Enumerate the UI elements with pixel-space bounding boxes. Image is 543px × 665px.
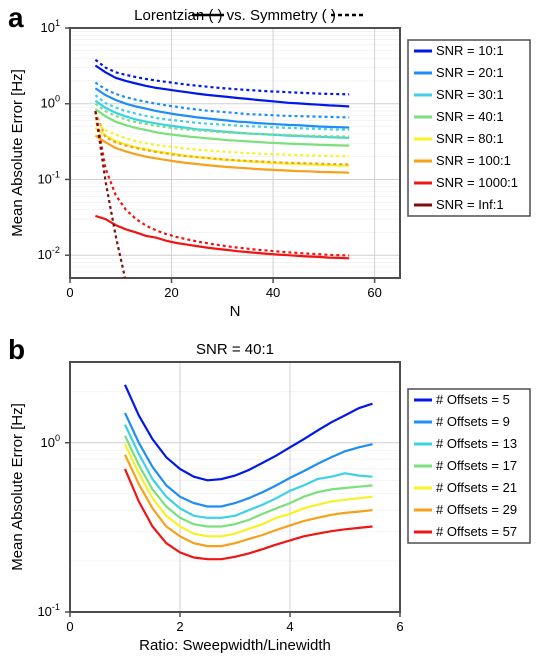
svg-text:10-1: 10-1 [37, 602, 60, 619]
svg-text:40: 40 [266, 285, 280, 300]
chart-a: 0 20 40 60 10-2 10-1 100 101 Lorentzian ( ) vs. … [0, 0, 543, 330]
svg-text:SNR = 1000:1: SNR = 1000:1 [436, 175, 518, 190]
svg-text:4: 4 [286, 619, 293, 634]
svg-text:Ratio: Sweepwidth/Linewidth: Ratio: Sweepwidth/Linewidth [139, 637, 331, 654]
svg-text:10-2: 10-2 [37, 245, 60, 262]
svg-text:0: 0 [66, 619, 73, 634]
svg-text:# Offsets = 13: # Offsets = 13 [436, 436, 517, 451]
svg-text:Mean Absolute Error [Hz]: Mean Absolute Error [Hz] [9, 403, 26, 571]
svg-text:100: 100 [40, 94, 60, 111]
svg-text:N: N [230, 303, 241, 320]
svg-text:SNR = 80:1: SNR = 80:1 [436, 131, 504, 146]
svg-text:# Offsets = 57: # Offsets = 57 [436, 524, 517, 539]
chart-b: 0 2 4 6 10-1 100 SNR = 40:1 Ratio: Sweepwidth/L… [0, 334, 543, 665]
svg-text:# Offsets = 9: # Offsets = 9 [436, 414, 510, 429]
svg-text:SNR = 40:1: SNR = 40:1 [436, 109, 504, 124]
svg-text:101: 101 [40, 18, 60, 35]
svg-text:0: 0 [66, 285, 73, 300]
svg-text:# Offsets = 29: # Offsets = 29 [436, 502, 517, 517]
svg-text:60: 60 [367, 285, 381, 300]
svg-text:SNR = 20:1: SNR = 20:1 [436, 65, 504, 80]
svg-text:2: 2 [176, 619, 183, 634]
svg-text:SNR = 100:1: SNR = 100:1 [436, 153, 511, 168]
svg-text:20: 20 [164, 285, 178, 300]
svg-text:SNR = Inf:1: SNR = Inf:1 [436, 197, 504, 212]
svg-text:6: 6 [396, 619, 403, 634]
svg-text:10-1: 10-1 [37, 169, 60, 186]
svg-text:SNR = 30:1: SNR = 30:1 [436, 87, 504, 102]
svg-text:100: 100 [40, 433, 60, 450]
svg-text:SNR = 40:1: SNR = 40:1 [196, 341, 274, 358]
svg-text:Lorentzian ( ) vs. Symmet: Lorentzian ( ) vs. Symmetry ( ) [134, 7, 336, 24]
svg-text:# Offsets = 5: # Offsets = 5 [436, 392, 510, 407]
svg-text:Mean Absolute Error [Hz]: Mean Absolute Error [Hz] [9, 69, 26, 237]
svg-text:SNR = 10:1: SNR = 10:1 [436, 43, 504, 58]
svg-text:# Offsets = 21: # Offsets = 21 [436, 480, 517, 495]
svg-text:# Offsets = 17: # Offsets = 17 [436, 458, 517, 473]
